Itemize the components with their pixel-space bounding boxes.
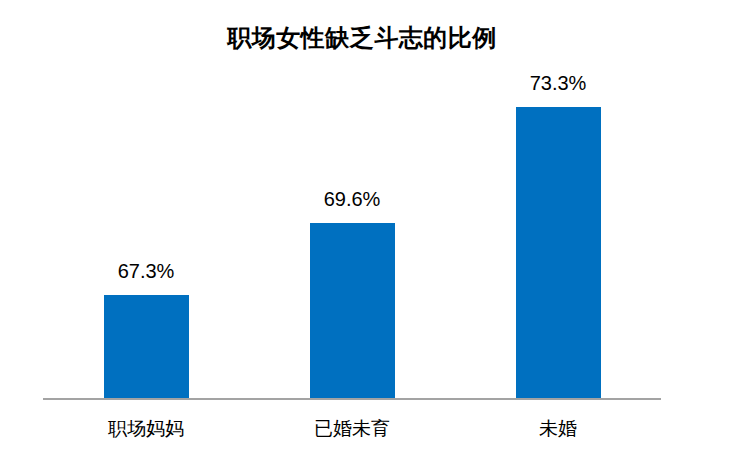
x-axis-category-labels: 职场妈妈 已婚未育 未婚	[43, 416, 661, 442]
bar-value-label: 67.3%	[118, 260, 175, 283]
bar-unmarried	[516, 107, 601, 398]
category-label-married-no-children: 已婚未育	[249, 416, 455, 442]
bar-group-married-no-children: 69.6%	[249, 60, 455, 398]
chart-title: 职场女性缺乏斗志的比例	[0, 22, 724, 54]
bar-married-no-children	[310, 223, 395, 398]
plot-area: 67.3% 69.6% 73.3%	[43, 60, 661, 400]
bar-group-workplace-mothers: 67.3%	[43, 60, 249, 398]
category-label-unmarried: 未婚	[455, 416, 661, 442]
bars-row: 67.3% 69.6% 73.3%	[43, 60, 661, 398]
category-label-workplace-mothers: 职场妈妈	[43, 416, 249, 442]
bar-value-label: 69.6%	[324, 188, 381, 211]
bar-workplace-mothers	[104, 295, 189, 398]
x-axis-line	[43, 398, 661, 400]
bar-value-label: 73.3%	[530, 72, 587, 95]
bar-chart: 职场女性缺乏斗志的比例 67.3% 69.6% 73.3% 职场妈妈 已婚未育 …	[0, 0, 747, 459]
bar-group-unmarried: 73.3%	[455, 60, 661, 398]
